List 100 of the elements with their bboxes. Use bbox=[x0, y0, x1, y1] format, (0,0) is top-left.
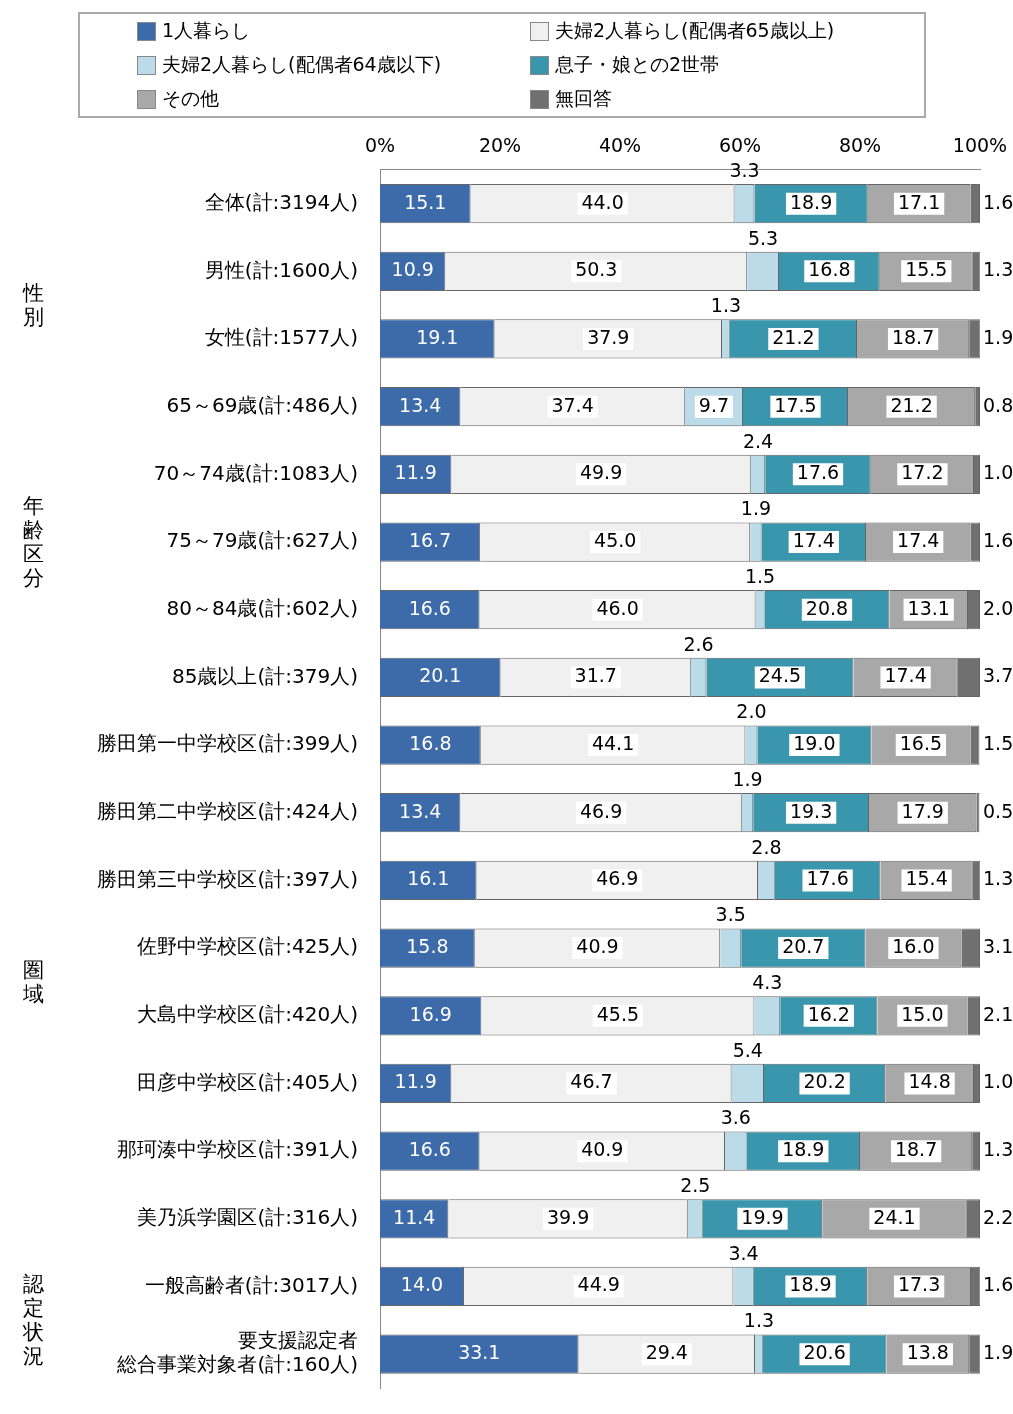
data-label: 24.5 bbox=[758, 664, 802, 687]
data-label: 14.0 bbox=[400, 1273, 444, 1296]
data-label: 15.8 bbox=[406, 935, 449, 958]
data-label: 1.0 bbox=[983, 1070, 1013, 1093]
data-label: 2.8 bbox=[751, 835, 782, 858]
data-label: 50.3 bbox=[575, 258, 618, 281]
y-tick-label: 女性(計:1577人) bbox=[204, 325, 358, 350]
y-tick-label: 一般高齢者(計:3017人) bbox=[144, 1272, 358, 1297]
data-label: 13.4 bbox=[399, 799, 442, 822]
data-label: 16.9 bbox=[409, 1002, 452, 1025]
data-label: 1.6 bbox=[983, 1273, 1013, 1296]
y-tick-label: 65～69歳(計:486人) bbox=[166, 392, 358, 417]
legend-label: 1人暮らし bbox=[162, 18, 251, 43]
data-label: 18.9 bbox=[789, 190, 833, 213]
data-label: 1.9 bbox=[732, 768, 763, 791]
data-label: 18.9 bbox=[789, 1273, 832, 1296]
data-label: 2.0 bbox=[983, 596, 1013, 619]
data-label: 18.7 bbox=[891, 325, 935, 348]
data-label: 0.5 bbox=[983, 799, 1013, 822]
data-label: 16.8 bbox=[409, 732, 452, 754]
data-label: 19.1 bbox=[416, 325, 459, 348]
data-label: 20.2 bbox=[803, 1070, 846, 1093]
legend-label: 息子・娘との2世帯 bbox=[555, 52, 720, 77]
data-label: 17.4 bbox=[884, 664, 927, 687]
data-label: 1.0 bbox=[983, 461, 1013, 484]
data-label: 31.7 bbox=[574, 664, 617, 687]
y-tick-label: 佐野中学校区(計:425人) bbox=[137, 934, 358, 959]
data-label: 11.9 bbox=[394, 1070, 437, 1093]
data-label: 2.1 bbox=[983, 1002, 1013, 1025]
data-label: 21.2 bbox=[772, 325, 815, 348]
text: 年齢区分 bbox=[21, 494, 45, 591]
data-label: 13.1 bbox=[907, 596, 950, 619]
data-label: 15.0 bbox=[901, 1002, 944, 1025]
data-label: 2.4 bbox=[742, 429, 774, 452]
x-tick-label: 60% bbox=[718, 134, 762, 157]
data-label: 17.5 bbox=[774, 393, 817, 416]
data-label: 16.2 bbox=[807, 1002, 850, 1025]
data-label: 19.9 bbox=[741, 1205, 784, 1228]
data-label: 16.5 bbox=[899, 732, 943, 754]
data-label: 13.4 bbox=[399, 393, 442, 416]
data-label: 24.1 bbox=[873, 1205, 916, 1228]
data-label: 3.4 bbox=[728, 1241, 759, 1264]
y-tick-label: 田彦中学校区(計:405人) bbox=[137, 1069, 358, 1094]
data-label: 17.2 bbox=[901, 461, 944, 484]
data-label: 16.8 bbox=[808, 258, 851, 281]
data-label: 20.6 bbox=[803, 1341, 846, 1364]
data-label: 44.0 bbox=[581, 190, 624, 213]
data-label: 39.9 bbox=[546, 1205, 590, 1228]
y-tick-label: 70～74歳(計:1083人) bbox=[153, 460, 358, 485]
data-label: 49.9 bbox=[579, 461, 623, 484]
data-label: 17.6 bbox=[796, 461, 840, 484]
data-label: 44.1 bbox=[591, 732, 635, 754]
data-label: 17.4 bbox=[897, 528, 940, 551]
text: 性別 bbox=[21, 281, 45, 330]
data-label: 45.0 bbox=[594, 528, 637, 551]
data-label: 20.8 bbox=[805, 596, 849, 619]
y-tick-label: 75～79歳(計:627人) bbox=[166, 528, 358, 553]
data-label: 17.6 bbox=[806, 867, 849, 890]
legend-label: 無回答 bbox=[555, 86, 612, 111]
data-label: 21.2 bbox=[890, 393, 933, 416]
data-label: 1.3 bbox=[983, 867, 1013, 890]
data-label: 10.9 bbox=[391, 258, 434, 281]
data-label: 1.5 bbox=[983, 732, 1013, 754]
y-tick-label: 勝田第三中学校区(計:397人) bbox=[97, 866, 358, 891]
data-label: 9.7 bbox=[698, 393, 730, 416]
data-label: 20.1 bbox=[419, 664, 462, 687]
data-label: 17.1 bbox=[897, 190, 941, 213]
data-label: 44.9 bbox=[577, 1273, 620, 1296]
data-label: 15.5 bbox=[905, 258, 948, 281]
data-label: 1.6 bbox=[983, 190, 1013, 213]
data-label: 3.3 bbox=[729, 158, 760, 181]
data-label: 1.3 bbox=[710, 294, 742, 317]
data-label: 16.6 bbox=[408, 1138, 451, 1161]
data-label: 14.8 bbox=[908, 1070, 951, 1093]
data-label: 3.5 bbox=[715, 903, 746, 926]
data-label: 1.5 bbox=[744, 565, 776, 588]
data-label: 17.9 bbox=[901, 799, 944, 822]
data-label: 2.0 bbox=[736, 700, 767, 723]
data-label: 19.3 bbox=[789, 799, 833, 822]
y-tick-label: 大島中学校区(計:420人) bbox=[137, 1001, 358, 1026]
text: 認定状況 bbox=[21, 1272, 45, 1369]
data-label: 11.9 bbox=[394, 461, 437, 484]
data-label: 37.4 bbox=[551, 393, 594, 416]
text: 圏域 bbox=[21, 957, 45, 1006]
y-tick-label: 全体(計:3194人) bbox=[204, 189, 358, 214]
data-label: 16.0 bbox=[892, 935, 935, 958]
x-tick-label: 0% bbox=[364, 134, 396, 157]
data-label: 1.9 bbox=[983, 325, 1013, 348]
data-label: 1.9 bbox=[740, 497, 772, 520]
data-label: 40.9 bbox=[576, 935, 619, 958]
data-label: 40.9 bbox=[581, 1138, 624, 1161]
data-label: 3.6 bbox=[720, 1106, 751, 1129]
data-label: 3.1 bbox=[983, 935, 1013, 958]
data-label: 5.3 bbox=[747, 226, 779, 249]
legend-label: 夫婦2人暮らし(配偶者64歳以下) bbox=[162, 52, 442, 77]
legend-label: 夫婦2人暮らし(配偶者65歳以上) bbox=[555, 18, 835, 43]
data-label: 18.9 bbox=[782, 1138, 825, 1161]
data-label: 46.9 bbox=[579, 799, 623, 822]
y-tick-label: 那珂湊中学校区(計:391人) bbox=[117, 1137, 358, 1162]
data-label: 16.6 bbox=[408, 596, 451, 619]
